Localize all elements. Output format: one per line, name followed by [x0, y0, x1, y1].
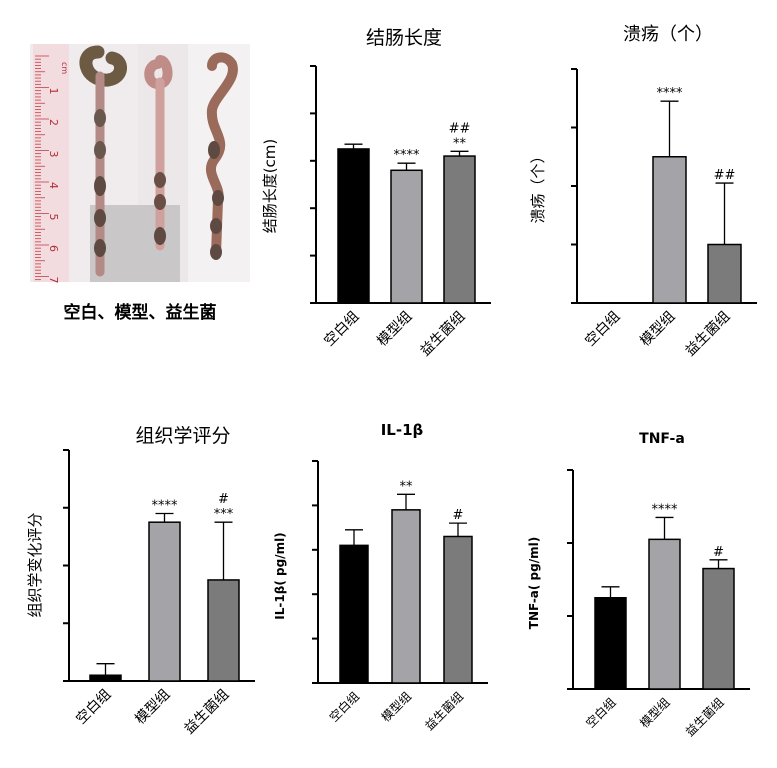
significance-label: #	[713, 545, 724, 560]
chart-title: 结肠长度	[366, 27, 442, 49]
ruler-number: 6	[47, 245, 60, 252]
colon-specimen-probiotic	[205, 52, 238, 260]
chart-title: TNF-a	[639, 431, 685, 447]
ruler: 1 2 3 4 5 6 7 cm	[33, 44, 69, 284]
ruler-number: 4	[47, 182, 60, 189]
bar	[652, 156, 687, 304]
significance-label: #	[453, 508, 464, 523]
bar	[594, 597, 627, 690]
x-tick-label: 益生菌组	[683, 695, 727, 739]
bar	[148, 521, 181, 682]
bar	[648, 538, 681, 690]
y-axis-label: TNF-a( pg/ml)	[527, 537, 541, 629]
bar	[443, 535, 473, 684]
significance-label: ##	[714, 168, 736, 183]
colon-specimen-blank	[79, 45, 127, 277]
significance-label: **	[453, 136, 467, 151]
y-axis-label: 溃疡（个）	[529, 148, 547, 223]
ruler-ticks	[35, 55, 49, 281]
significance-label: ****	[152, 499, 179, 514]
significance-label: ***	[214, 507, 234, 522]
x-tick-label: 空白组	[321, 309, 362, 350]
x-tick-label: 模型组	[637, 695, 672, 730]
bar	[443, 155, 476, 304]
ruler-number: 2	[47, 119, 60, 126]
significance-label: ****	[657, 86, 684, 101]
significance-label: ****	[394, 148, 421, 163]
ruler-number: 7	[47, 277, 60, 284]
significance-label: **	[400, 479, 414, 494]
bar	[702, 567, 735, 690]
chart-tnfa: TNF-a TNF-a( pg/ml) 空白组 **** 模型组 # 益生菌组	[527, 431, 750, 739]
x-tick-label: 益生菌组	[422, 689, 466, 733]
ruler-number: 1	[47, 88, 60, 95]
ruler-labels: 1 2 3 4 5 6 7	[47, 88, 60, 284]
ruler-number: 3	[47, 151, 60, 158]
x-tick-label: 空白组	[582, 309, 623, 350]
photo-caption: 空白、模型、益生菌	[64, 302, 217, 323]
x-tick-label: 空白组	[326, 689, 362, 725]
colon-specimen-model	[144, 55, 173, 251]
x-tick-label: 模型组	[132, 687, 173, 728]
bar	[707, 243, 742, 304]
x-tick-label: 空白组	[73, 687, 114, 728]
x-tick-label: 益生菌组	[417, 309, 468, 360]
x-tick-label: 空白组	[583, 695, 619, 731]
bar	[207, 579, 240, 682]
y-axis-label: 结肠长度(cm)	[261, 139, 279, 234]
ruler-unit-label: cm	[60, 62, 69, 74]
x-tick-label: 模型组	[637, 309, 678, 350]
chart-title: 组织学评分	[135, 425, 230, 447]
x-tick-label: 模型组	[379, 689, 414, 724]
chart-title: 溃疡（个）	[623, 24, 713, 45]
y-axis-label: IL-1β( pg/ml)	[273, 532, 287, 619]
colon-photo: 1 2 3 4 5 6 7 cm	[30, 44, 250, 284]
bar	[339, 544, 369, 684]
significance-label: ##	[449, 121, 471, 136]
bar	[337, 148, 370, 304]
bar	[89, 674, 122, 682]
ruler-number: 5	[47, 214, 60, 221]
bar	[391, 509, 421, 684]
significance-label: ****	[652, 502, 679, 517]
x-tick-label: 模型组	[374, 309, 415, 350]
y-axis-label: 组织学变化评分	[26, 512, 44, 617]
significance-label: #	[218, 492, 229, 507]
chart-ulcer-count: 溃疡（个） 溃疡（个） 空白组 **** 模型组 ## 益生菌组	[529, 24, 757, 359]
chart-title: IL-1β	[381, 421, 424, 439]
chart-il1b: IL-1β IL-1β( pg/ml) 空白组 ** 模型组 # 益生菌组	[273, 421, 488, 733]
x-tick-label: 益生菌组	[682, 309, 733, 360]
x-tick-label: 益生菌组	[181, 687, 232, 738]
bar	[390, 169, 423, 304]
